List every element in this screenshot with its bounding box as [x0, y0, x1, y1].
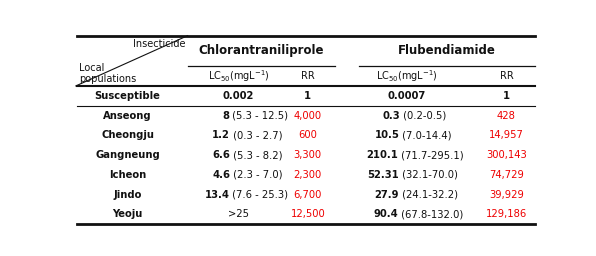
Text: 1: 1: [503, 91, 510, 101]
Text: 6.6: 6.6: [212, 150, 230, 160]
Text: Insecticide: Insecticide: [133, 39, 185, 49]
Text: LC$_{50}$(mgL$^{-1}$): LC$_{50}$(mgL$^{-1}$): [207, 68, 269, 84]
Text: 428: 428: [497, 111, 516, 121]
Text: 4,000: 4,000: [294, 111, 322, 121]
Text: Icheon: Icheon: [109, 170, 146, 180]
Text: 1.2: 1.2: [212, 130, 230, 140]
Text: Yeoju: Yeoju: [113, 209, 143, 219]
Text: 14,957: 14,957: [489, 130, 524, 140]
Text: Local
populations: Local populations: [79, 63, 136, 83]
Text: (24.1-32.2): (24.1-32.2): [399, 190, 458, 200]
Text: Chlorantraniliprole: Chlorantraniliprole: [199, 45, 324, 57]
Text: LC$_{50}$(mgL$^{-1}$): LC$_{50}$(mgL$^{-1}$): [376, 68, 438, 84]
Text: 300,143: 300,143: [486, 150, 527, 160]
Text: 1: 1: [304, 91, 311, 101]
Text: 74,729: 74,729: [489, 170, 524, 180]
Text: >25: >25: [228, 209, 249, 219]
Text: (0.2-0.5): (0.2-0.5): [400, 111, 446, 121]
Text: 600: 600: [299, 130, 317, 140]
Text: 129,186: 129,186: [486, 209, 527, 219]
Text: 27.9: 27.9: [374, 190, 399, 200]
Text: 0.0007: 0.0007: [388, 91, 426, 101]
Text: Susceptible: Susceptible: [95, 91, 160, 101]
Text: 210.1: 210.1: [366, 150, 398, 160]
Text: Anseong: Anseong: [103, 111, 152, 121]
Text: (2.3 - 7.0): (2.3 - 7.0): [230, 170, 283, 180]
Text: 90.4: 90.4: [373, 209, 398, 219]
Text: Jindo: Jindo: [113, 190, 142, 200]
Text: (32.1-70.0): (32.1-70.0): [399, 170, 458, 180]
Text: RR: RR: [301, 71, 315, 81]
Text: 3,300: 3,300: [294, 150, 322, 160]
Text: 4.6: 4.6: [212, 170, 230, 180]
Text: (0.3 - 2.7): (0.3 - 2.7): [230, 130, 283, 140]
Text: Flubendiamide: Flubendiamide: [398, 45, 496, 57]
Text: (5.3 - 12.5): (5.3 - 12.5): [229, 111, 288, 121]
Text: 2,300: 2,300: [294, 170, 322, 180]
Text: 6,700: 6,700: [294, 190, 322, 200]
Text: Cheongju: Cheongju: [101, 130, 154, 140]
Text: 0.3: 0.3: [383, 111, 400, 121]
Text: (67.8-132.0): (67.8-132.0): [398, 209, 463, 219]
Text: 13.4: 13.4: [204, 190, 229, 200]
Text: 10.5: 10.5: [374, 130, 399, 140]
Text: 52.31: 52.31: [367, 170, 399, 180]
Text: 12,500: 12,500: [290, 209, 325, 219]
Text: RR: RR: [499, 71, 513, 81]
Text: (5.3 - 8.2): (5.3 - 8.2): [230, 150, 283, 160]
Text: (71.7-295.1): (71.7-295.1): [398, 150, 464, 160]
Text: Gangneung: Gangneung: [95, 150, 160, 160]
Text: (7.0-14.4): (7.0-14.4): [399, 130, 452, 140]
Text: 0.002: 0.002: [223, 91, 254, 101]
Text: 39,929: 39,929: [489, 190, 524, 200]
Text: (7.6 - 25.3): (7.6 - 25.3): [229, 190, 288, 200]
Text: 8: 8: [222, 111, 229, 121]
